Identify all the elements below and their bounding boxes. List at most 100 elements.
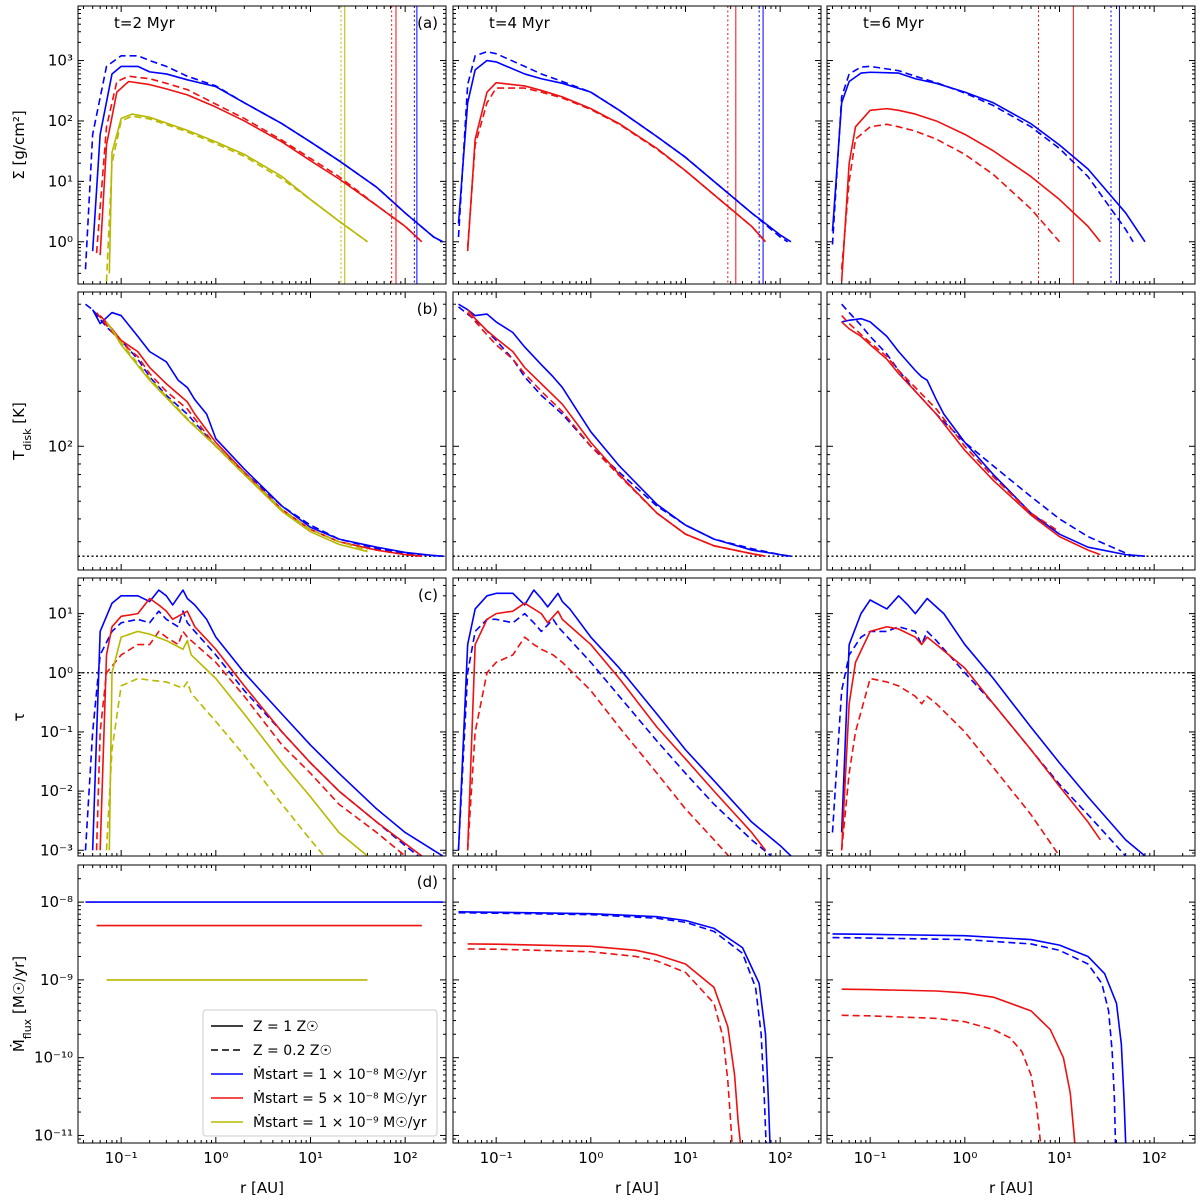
x-tick-label: 10²: [1142, 1149, 1167, 1167]
y-tick-label: 10⁻¹: [40, 723, 73, 741]
series-line-red-dashed: [841, 315, 1060, 533]
panel-frame: [452, 5, 822, 285]
panel-frame: [452, 577, 822, 857]
y-tick-label: 10²: [48, 112, 73, 130]
series-line-blue-dashed: [85, 303, 443, 557]
series-line-blue-solid: [91, 65, 444, 252]
y-tick-label: 10⁰: [48, 664, 73, 682]
series-line-red-dashed: [95, 75, 423, 254]
y-tick-label: 10¹: [48, 172, 73, 190]
series-line-red-solid: [466, 81, 767, 252]
y-tick-label: 10⁻¹⁰: [34, 1049, 73, 1067]
y-axis-label: Ṁflux [M☉/yr]: [9, 956, 34, 1052]
series-line-red-solid: [841, 988, 1076, 1143]
series-line-olive-dashed: [105, 115, 368, 282]
x-axis-label: r [AU]: [989, 1179, 1033, 1197]
panel-b-col1: 10² (b): [48, 291, 447, 571]
panel-tag: (b): [417, 300, 438, 318]
time-label: t=2 Myr: [114, 14, 176, 32]
series-line-blue-dashed: [457, 50, 789, 243]
series-line-red-dashed: [840, 123, 1061, 270]
series-line-red-dashed: [840, 677, 1061, 856]
x-tick-label: 10¹: [298, 1149, 323, 1167]
panel-frame: [77, 577, 447, 857]
series-line-red-solid: [466, 602, 767, 851]
panel-frame: [826, 577, 1196, 857]
x-axis-label: r [AU]: [615, 1179, 659, 1197]
series-line-blue-solid: [91, 309, 443, 557]
time-label: t=4 Myr: [489, 14, 551, 32]
series-line-red-dashed: [95, 312, 422, 557]
panel-frame: [77, 864, 447, 1144]
series-line-blue-solid: [457, 59, 792, 243]
series-line-blue-dashed: [458, 911, 767, 1143]
y-tick-label: 10⁻³: [40, 841, 73, 859]
x-axis-labels: r [AU] r [AU] r [AU]: [240, 1179, 1033, 1197]
y-axis-label: Σ [g/cm²]: [10, 110, 28, 179]
legend: Z = 1 Z☉ Z = 0.2 Z☉ Ṁstart = 1 × 10⁻⁸ M☉/y…: [202, 1009, 438, 1137]
panel-tag: (a): [417, 14, 438, 32]
series-line-blue-solid: [840, 595, 1146, 856]
panel-frame: [826, 864, 1196, 1144]
y-tick-label: 10⁻⁸: [40, 893, 73, 911]
series-line-red-dashed: [466, 636, 730, 856]
series-line-red-solid: [99, 80, 423, 256]
panel-d-col1: 10⁻¹¹ 10⁻¹⁰ 10⁻⁹ 10⁻⁸ 10⁻¹ 10⁰ 10¹ 10² (d): [34, 864, 447, 1167]
series-line-blue-solid: [832, 933, 1127, 1143]
series-line-red-solid: [840, 107, 1101, 282]
legend-label: Z = 1 Z☉: [253, 1019, 319, 1035]
x-tick-label: 10¹: [1047, 1149, 1072, 1167]
panel-c-col2: [452, 577, 822, 857]
panel-frame: [826, 291, 1196, 571]
series-line-olive-dashed: [105, 321, 368, 551]
series-line-red-dashed: [467, 312, 766, 557]
y-tick-label: 10²: [48, 437, 73, 455]
series-line-blue-dashed: [457, 612, 773, 856]
series-line-olive-solid: [108, 630, 368, 856]
y-tick-label: 10⁻¹¹: [34, 1126, 73, 1144]
series-line-olive-solid: [108, 324, 368, 553]
series-line-blue-dashed: [84, 610, 420, 856]
panel-c-col1: 10⁻³ 10⁻² 10⁻¹ 10⁰ 10¹ (c): [40, 577, 447, 859]
x-tick-label: 10⁻¹: [480, 1149, 513, 1167]
panel-b-col2: [452, 291, 822, 571]
series-line-red-dashed: [841, 1014, 1042, 1143]
series-line-blue-solid: [458, 303, 792, 557]
series-line-red-solid: [99, 315, 422, 557]
panel-frame: [77, 291, 447, 571]
series-line-red-solid: [841, 321, 1101, 556]
legend-label: Z = 0.2 Z☉: [253, 1043, 332, 1059]
series-line-blue-dashed: [832, 936, 1117, 1143]
panel-frame: [452, 291, 822, 571]
series-line-blue-solid: [831, 71, 1146, 243]
series-line-blue-dashed: [457, 306, 788, 557]
series-line-red-solid: [840, 625, 1101, 851]
panel-a-col2: t=4 Myr: [452, 5, 822, 285]
series-line-red-dashed: [95, 630, 406, 856]
x-tick-label: 10⁻¹: [105, 1149, 138, 1167]
legend-label: Ṁstart = 5 × 10⁻⁸ M☉/yr: [253, 1089, 427, 1107]
panel-a-col3: t=6 Myr: [826, 5, 1196, 285]
series-line-blue-dashed: [841, 303, 1134, 557]
panel-tag: (d): [417, 873, 438, 891]
time-label: t=6 Myr: [863, 14, 925, 32]
series-line-red-solid: [467, 943, 742, 1143]
panel-frame: [826, 5, 1196, 285]
legend-label: Ṁstart = 1 × 10⁻⁸ M☉/yr: [253, 1065, 427, 1083]
panel-d-col2: 10⁻¹ 10⁰ 10¹ 10²: [452, 864, 822, 1167]
x-tick-label: 10⁰: [952, 1149, 977, 1167]
series-line-blue-dashed: [84, 54, 444, 270]
series-line-red-solid: [99, 597, 423, 856]
legend-label: Ṁstart = 1 × 10⁻⁹ M☉/yr: [253, 1113, 427, 1131]
series-line-red-solid: [467, 309, 766, 557]
panel-d-col3: 10⁻¹ 10⁰ 10¹ 10²: [826, 864, 1196, 1167]
legend-box: [202, 1009, 438, 1137]
y-axis-labels: Σ [g/cm²] Tdisk [K] τ Ṁflux [M☉/yr]: [9, 110, 34, 1052]
series-line-red-dashed: [467, 948, 733, 1143]
panel-tag: (c): [418, 586, 438, 604]
series-line-blue-solid: [91, 589, 444, 856]
y-tick-label: 10⁰: [48, 233, 73, 251]
y-axis-label: τ: [10, 712, 28, 721]
panel-frame: [452, 864, 822, 1144]
